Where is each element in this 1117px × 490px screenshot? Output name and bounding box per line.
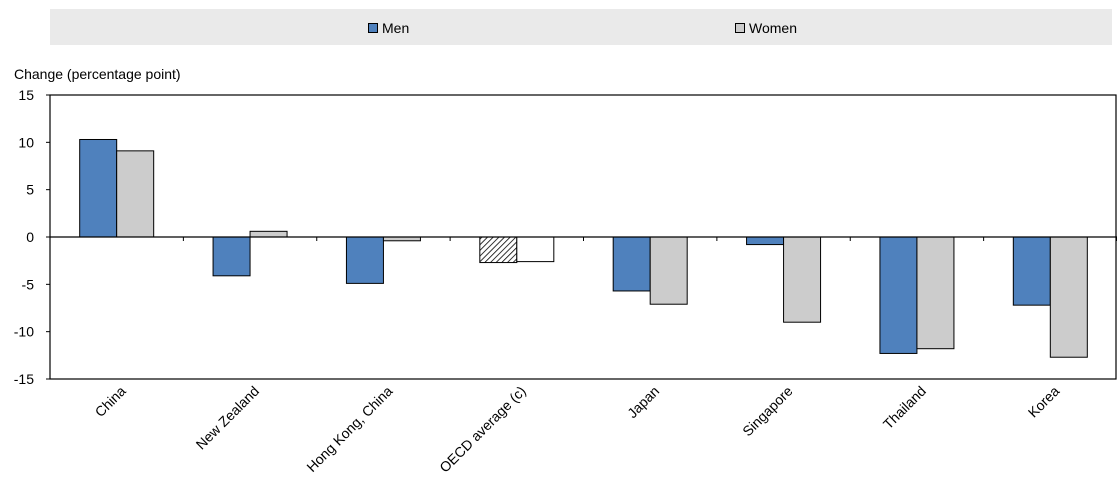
bar-men-7	[1012, 236, 1051, 306]
bar-men-4	[612, 236, 651, 292]
legend-label-women: Women	[749, 20, 797, 36]
legend-swatch-women	[735, 23, 745, 33]
bar-men-0	[79, 138, 118, 238]
x-tick-label-6: Thailand	[880, 383, 929, 432]
legend-item-men: Men	[368, 20, 409, 36]
y-tick-label-6: -15	[14, 371, 34, 387]
legend-label-men: Men	[382, 20, 410, 36]
bar-men-2	[345, 236, 384, 284]
legend: Men Women	[50, 9, 1112, 45]
y-tick-label-1: 10	[18, 134, 34, 150]
bar-men-6	[879, 236, 918, 354]
x-tick-label-0: China	[92, 383, 129, 420]
axes-group	[49, 94, 1117, 380]
y-ticks-group: 15 10 5 0 -5 -10 -15	[14, 87, 50, 387]
y-tick-label-4: -5	[22, 276, 35, 292]
bars-group	[79, 138, 1088, 358]
x-tick-label-3: OECD average (c)	[436, 383, 529, 476]
bar-women-4	[649, 236, 688, 305]
bar-women-1	[249, 230, 288, 238]
y-tick-label-5: -10	[14, 324, 34, 340]
x-tick-label-4: Japan	[624, 383, 662, 421]
legend-swatch-men	[368, 23, 378, 33]
x-tick-label-7: Korea	[1025, 383, 1063, 421]
bar-men-3	[479, 236, 518, 264]
x-tick-label-5: Singapore	[739, 383, 796, 440]
x-tick-label-2: Hong Kong, China	[303, 383, 395, 475]
bar-men-5	[746, 236, 785, 246]
bar-women-6	[916, 236, 955, 350]
bar-women-3	[516, 236, 555, 263]
x-labels-group: China New Zealand Hong Kong, China OECD ave…	[92, 383, 1063, 476]
y-tick-label-2: 5	[26, 182, 34, 198]
bar-women-0	[116, 150, 155, 238]
y-tick-label-3: 0	[26, 229, 34, 245]
x-tick-label-1: New Zealand	[193, 383, 263, 453]
bar-men-1	[212, 236, 251, 277]
y-tick-label-0: 15	[18, 87, 34, 103]
bar-women-7	[1049, 236, 1088, 358]
legend-item-women: Women	[735, 20, 797, 36]
y-axis-title: Change (percentage point)	[14, 66, 181, 82]
bar-women-5	[783, 236, 822, 323]
